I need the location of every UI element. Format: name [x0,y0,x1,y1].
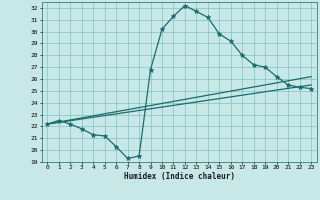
X-axis label: Humidex (Indice chaleur): Humidex (Indice chaleur) [124,172,235,181]
